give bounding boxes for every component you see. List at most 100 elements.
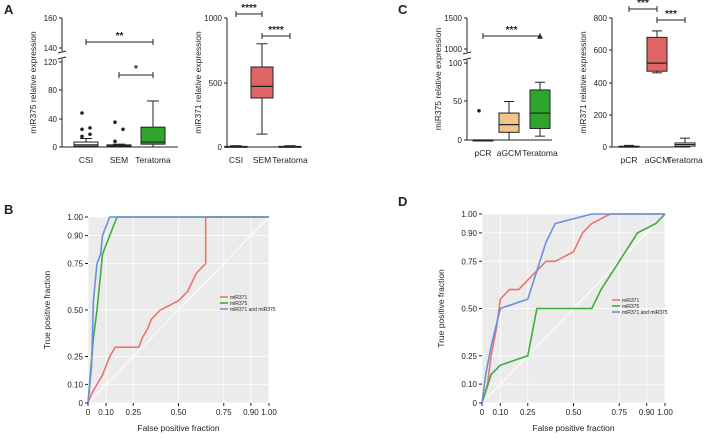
legend-label: miR371 and miR375: [622, 310, 668, 316]
category-label: SEM: [110, 155, 128, 165]
outlier-point: [88, 126, 92, 130]
legend-label: miR375: [622, 304, 639, 310]
box: [498, 112, 520, 133]
y-tick-label: 140: [44, 44, 58, 53]
y-tick-label: 100: [449, 59, 463, 68]
outlier-point: [113, 120, 117, 125]
axis-break-mark: [462, 57, 472, 61]
y-tick-label: 600: [594, 46, 608, 55]
panel-label-a: A: [4, 2, 14, 17]
y-tick-label: 0: [218, 143, 223, 152]
box: [646, 36, 668, 72]
category-label: aGCM: [497, 148, 522, 158]
box: [140, 126, 166, 145]
category-label: pCR: [620, 155, 637, 165]
y-tick-label: 1.00: [67, 213, 83, 222]
category-label: aGCM: [645, 155, 670, 165]
roc-curve: [481, 213, 665, 404]
significance-stars: ****: [268, 25, 284, 36]
chart-b-roc: 0 0.10 0.25 0.50 0.75 0.90 1.0000.100.250.500.…: [42, 213, 277, 433]
x-axis-label: False positive fraction: [532, 423, 614, 433]
x-tick-label: 0.10: [493, 408, 509, 417]
outlier-point: [80, 111, 84, 115]
legend-label: miR375: [230, 301, 247, 307]
y-axis-label: True positive fraction: [42, 270, 52, 349]
box: [250, 66, 274, 99]
axis-break-mark: [57, 56, 67, 60]
y-tick-label: 800: [594, 14, 608, 23]
legend-label: miR371: [230, 295, 247, 301]
x-tick-label: 0.25: [520, 408, 536, 417]
category-label: CSI: [79, 155, 93, 165]
y-tick-label: 0.25: [461, 352, 477, 361]
y-tick-label: 0: [603, 143, 608, 152]
y-tick-label: 0.75: [67, 260, 83, 269]
diagonal-reference-line: [87, 216, 270, 404]
panel-label-d: D: [398, 194, 407, 209]
significance-stars: ***: [665, 9, 677, 20]
y-tick-label: 0.50: [461, 305, 477, 314]
significance-stars: ****: [241, 3, 257, 14]
x-tick-label: 0.75: [216, 408, 232, 417]
roc-curve: [87, 216, 269, 404]
y-axis-label: miR375 relative expression: [433, 27, 443, 130]
y-tick-label: 0: [458, 136, 463, 145]
y-tick-label: 500: [209, 79, 223, 88]
axis-break-mark: [462, 51, 472, 55]
roc-curve: [87, 216, 269, 404]
significance-stars: **: [116, 31, 124, 42]
y-tick-label: 0: [79, 399, 84, 408]
y-tick-label: 0: [53, 143, 58, 152]
x-tick-label: 0: [86, 408, 91, 417]
x-tick-label: 0: [480, 408, 485, 417]
category-label: Teratoma: [272, 155, 308, 165]
x-tick-label: 0.90: [243, 408, 259, 417]
x-tick-label: 0.75: [611, 408, 627, 417]
x-tick-label: 0.10: [98, 408, 114, 417]
y-tick-label: 0.10: [461, 380, 477, 389]
box: [73, 141, 99, 147]
outlier-point: [113, 139, 117, 144]
y-axis-label: miR371 relative expression: [193, 31, 203, 134]
y-tick-label: 0.25: [67, 353, 83, 362]
category-label: pCR: [474, 148, 491, 158]
y-tick-label: 40: [48, 115, 57, 124]
outlier-point: [477, 108, 481, 113]
legend-label: miR371: [622, 298, 639, 304]
roc-curve: [481, 213, 666, 404]
chart-c-mir371: 0 200 400 600 800 miR371 relative expression p…: [578, 0, 703, 165]
y-axis-label: miR375 relative expression: [28, 31, 38, 134]
outlier-point: [80, 127, 84, 132]
y-tick-label: 0.50: [67, 306, 83, 315]
y-tick-label: 0: [473, 399, 478, 408]
y-tick-label: 1000: [204, 14, 222, 23]
y-tick-label: 80: [48, 86, 57, 95]
chart-a-mir375: 0 40 80 120 140 160 miR375 relative expression…: [28, 14, 178, 165]
x-tick-label: 0.25: [125, 408, 141, 417]
y-tick-label: 400: [594, 79, 608, 88]
y-tick-label: 0.75: [461, 257, 477, 266]
y-axis-label: True positive fraction: [436, 269, 446, 348]
panel-label-b: B: [4, 202, 13, 217]
y-tick-label: 0.90: [461, 229, 477, 238]
significance-stars: ***: [506, 25, 518, 36]
category-label: Teratoma: [667, 155, 703, 165]
x-axis-label: False positive fraction: [137, 423, 219, 433]
axis-break-mark: [57, 50, 67, 54]
category-label: Teratoma: [522, 148, 558, 158]
x-tick-label: 1.00: [657, 408, 673, 417]
y-tick-label: 1500: [444, 14, 462, 23]
legend-label: miR371 and miR375: [230, 307, 276, 313]
roc-curve: [87, 216, 269, 404]
category-label: CSI: [229, 155, 243, 165]
y-tick-label: 120: [44, 58, 58, 67]
box: [529, 89, 551, 129]
outlier-point: [80, 134, 84, 139]
y-tick-label: 1000: [444, 45, 462, 54]
category-label: SEM: [253, 155, 271, 165]
y-tick-label: 0.90: [67, 232, 83, 241]
y-tick-label: 200: [594, 111, 608, 120]
